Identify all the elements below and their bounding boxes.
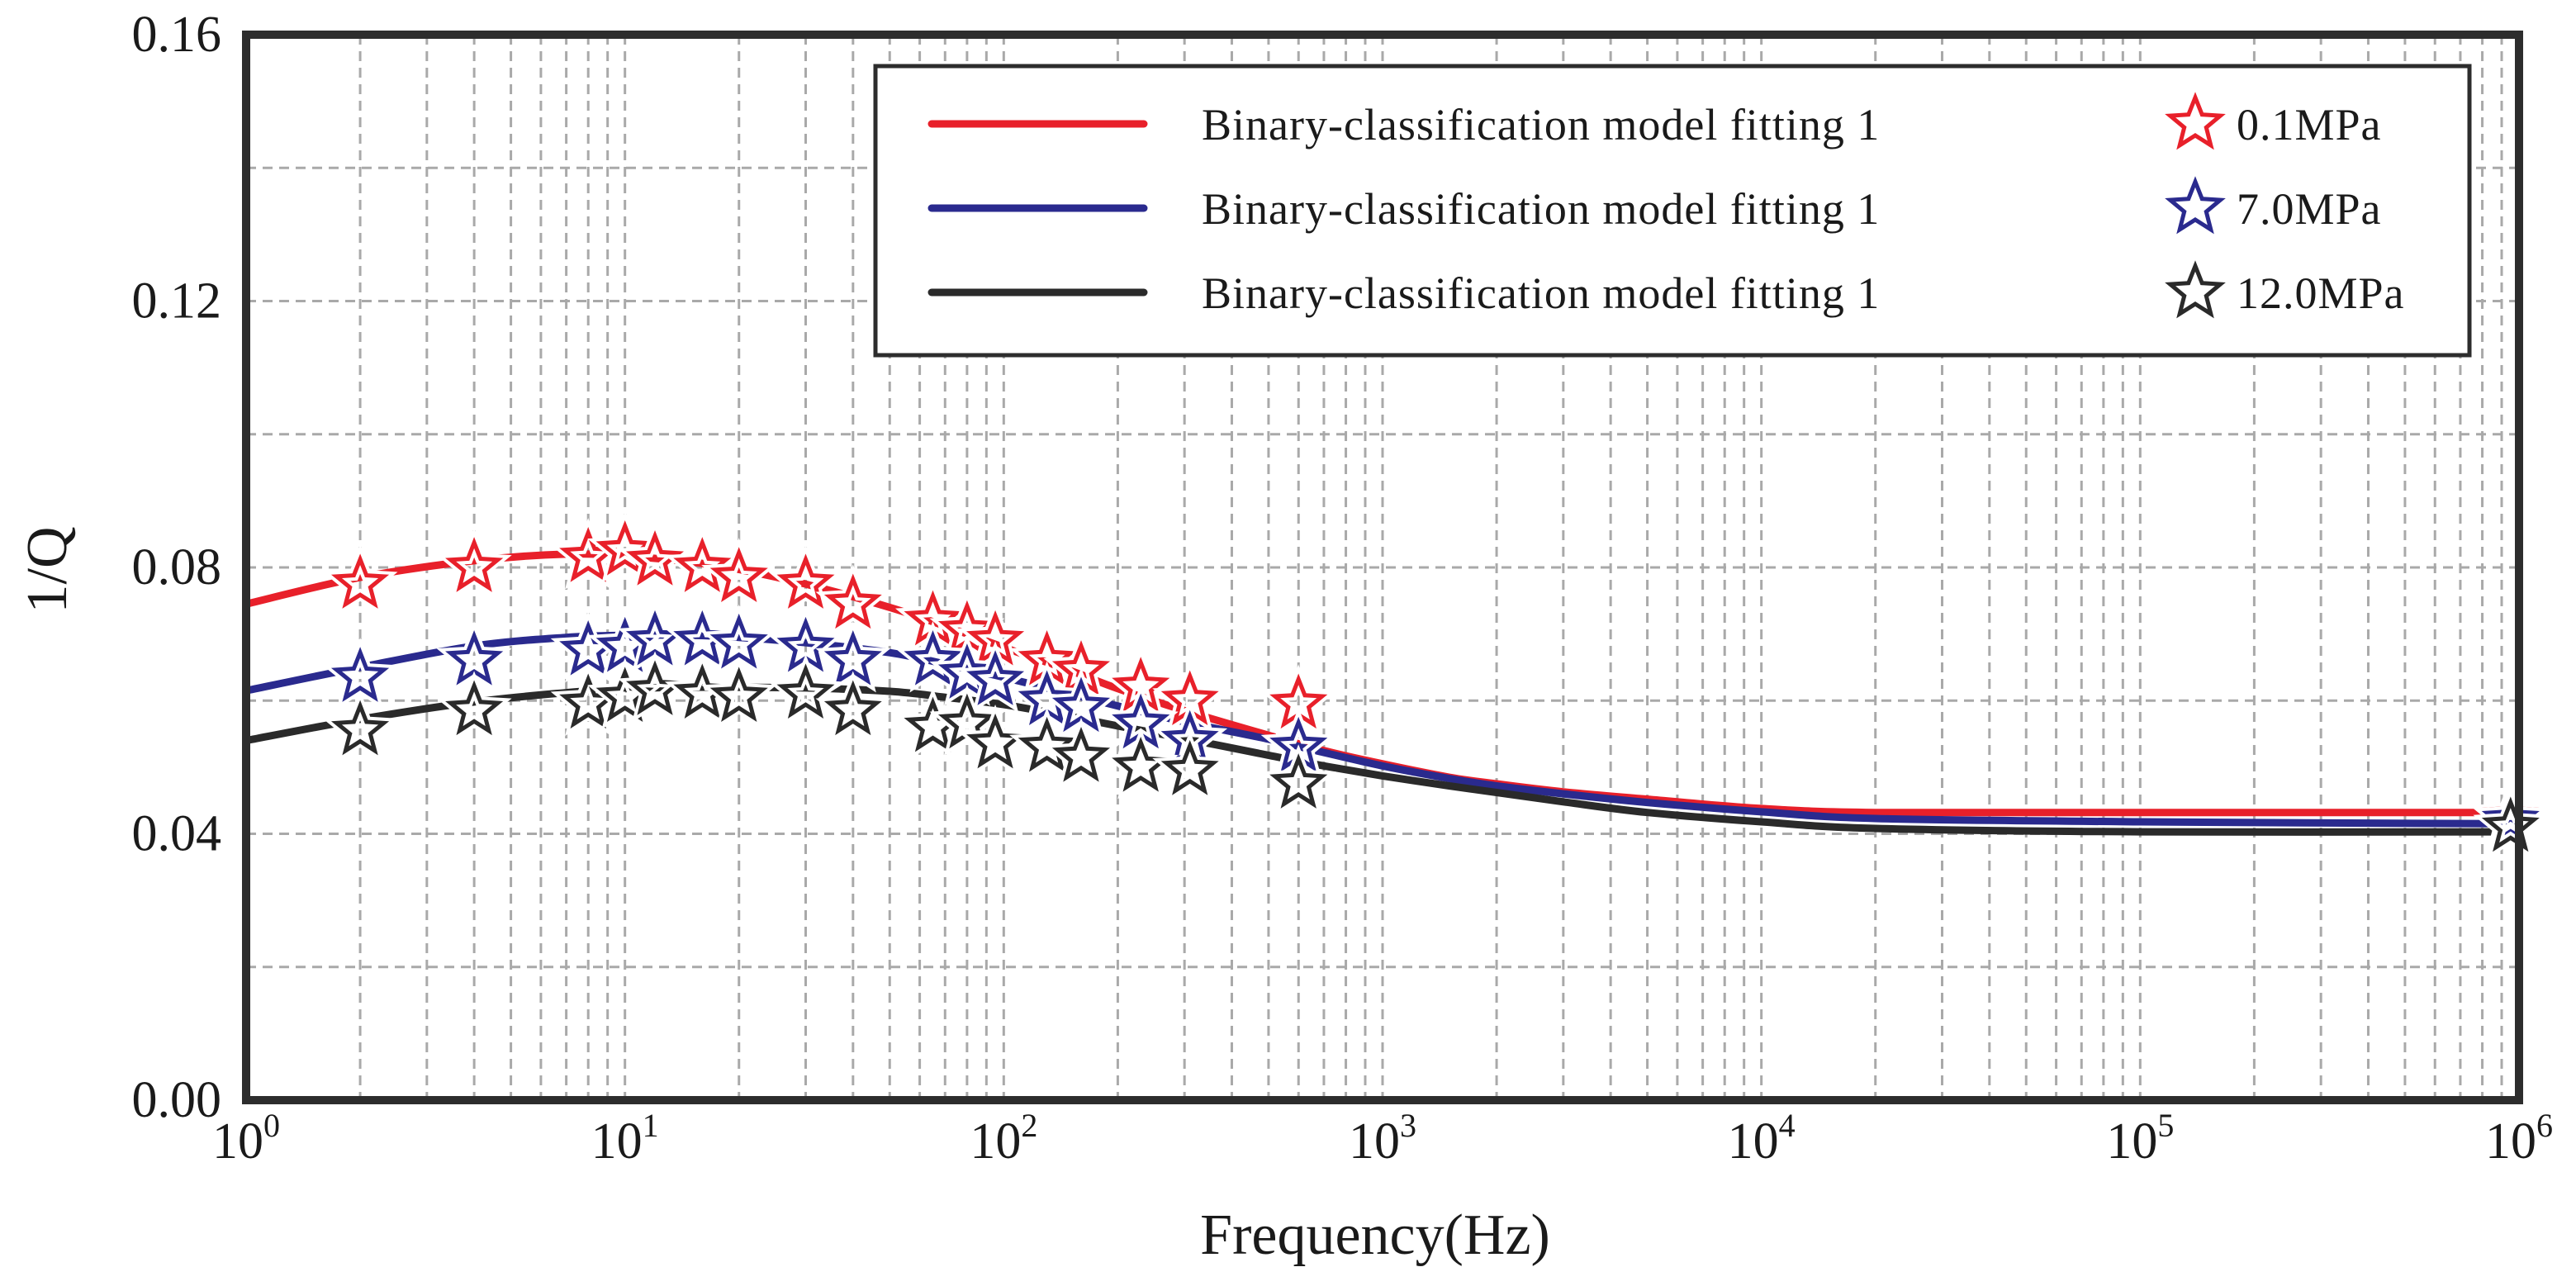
data-point-star <box>330 647 390 702</box>
x-tick-label: 100 <box>212 1107 280 1170</box>
legend-series-label: Binary-classification model fitting 1 <box>1202 268 1880 318</box>
data-point-star <box>445 537 504 592</box>
legend-marker-label: 12.0MPa <box>2237 268 2405 318</box>
legend-series-label: Binary-classification model fitting 1 <box>1202 184 1880 234</box>
data-point-star <box>595 520 654 576</box>
plot-frame <box>242 31 2523 1104</box>
data-point-star <box>823 573 882 629</box>
series-markers <box>322 511 2549 860</box>
data-point-star <box>823 680 882 736</box>
data-point-star <box>1160 740 1219 795</box>
x-tick-label: 102 <box>970 1107 1037 1170</box>
y-tick-label: 0.08 <box>132 539 222 596</box>
x-tick-label: 106 <box>2485 1107 2553 1170</box>
data-point-star <box>966 650 1025 705</box>
x-tick-labels: 100 101 102 103 104 105 106 <box>212 1107 2553 1170</box>
legend-series-label: Binary-classification model fitting 1 <box>1202 100 1880 149</box>
data-point-star <box>1269 753 1328 809</box>
y-tick-label: 0.12 <box>132 273 222 330</box>
legend-marker-label: 7.0MPa <box>2237 184 2382 234</box>
y-tick-label: 0.04 <box>132 806 222 862</box>
data-point-star <box>1051 726 1111 782</box>
data-point-star <box>904 630 962 686</box>
data-point-star <box>709 667 768 723</box>
data-point-star <box>331 553 390 609</box>
data-point-star <box>330 700 390 756</box>
x-axis-title: Frequency(Hz) <box>1200 1203 1550 1267</box>
y-tick-labels: 0.00 0.04 0.08 0.12 0.16 <box>132 7 222 1128</box>
legend-star-marker <box>2165 260 2226 319</box>
data-point-star <box>626 530 684 586</box>
y-tick-label: 0.16 <box>132 7 222 63</box>
data-point-star <box>2481 790 2540 846</box>
data-point-star <box>709 613 768 669</box>
data-point-star <box>709 547 768 602</box>
legend-star-marker <box>2165 92 2226 150</box>
data-point-star <box>2481 796 2540 852</box>
y-tick-label: 0.00 <box>132 1072 222 1128</box>
legend-star-marker <box>2165 176 2226 235</box>
data-point-star <box>445 680 504 736</box>
data-point-star <box>673 537 732 592</box>
data-point-star <box>776 663 835 719</box>
data-point-star <box>776 553 835 609</box>
x-tick-label: 104 <box>1728 1107 1796 1170</box>
y-axis-title: 1/Q <box>16 527 79 614</box>
series-line-2 <box>242 683 2523 836</box>
x-tick-label: 105 <box>2106 1107 2174 1170</box>
legend-marker-label: 0.1MPa <box>2237 100 2382 149</box>
x-tick-label: 101 <box>591 1107 659 1170</box>
data-point-star <box>1018 716 1076 772</box>
legend: Binary-classification model fitting 1 0.1… <box>873 64 2472 358</box>
x-tick-label: 103 <box>1349 1107 1416 1170</box>
